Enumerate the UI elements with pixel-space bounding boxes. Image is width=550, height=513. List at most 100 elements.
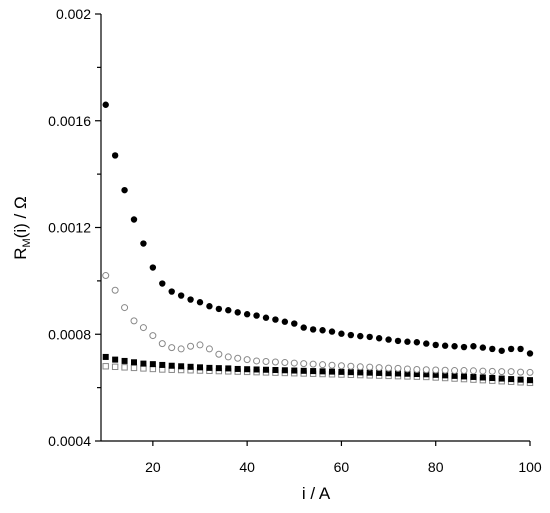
data-point — [178, 363, 185, 370]
data-point — [168, 344, 176, 352]
data-point — [357, 369, 364, 376]
data-point — [168, 362, 175, 369]
data-point — [442, 372, 449, 379]
y-axis-title-rest: (i) / Ω — [11, 196, 30, 238]
data-point — [385, 364, 393, 372]
data-point — [234, 309, 241, 316]
data-point — [489, 345, 496, 353]
data-point — [291, 367, 298, 374]
data-point — [102, 363, 109, 370]
data-point — [508, 376, 515, 383]
data-point — [423, 371, 430, 378]
data-point — [224, 353, 232, 361]
data-point — [347, 369, 354, 376]
data-point — [451, 343, 458, 350]
data-point — [225, 365, 232, 372]
data-point — [272, 316, 279, 323]
data-point — [423, 340, 430, 347]
data-point — [253, 357, 261, 365]
data-point — [244, 366, 251, 373]
data-point — [291, 320, 298, 327]
data-point — [281, 359, 289, 367]
data-point — [338, 330, 345, 337]
data-point — [451, 367, 459, 375]
data-point — [376, 369, 383, 376]
data-point — [196, 341, 204, 349]
x-tick-label: 60 — [334, 459, 350, 475]
y-axis-title: RM(i) / Ω — [11, 196, 33, 259]
data-point — [112, 356, 119, 363]
data-point — [432, 371, 439, 378]
data-point — [375, 335, 383, 342]
data-point — [121, 186, 128, 194]
data-point — [366, 369, 373, 376]
x-axis-title: i / A — [302, 484, 331, 503]
series-open-square — [102, 363, 534, 387]
data-point — [413, 371, 420, 378]
data-point — [479, 344, 487, 351]
data-point — [329, 368, 335, 375]
data-point — [215, 365, 222, 372]
data-point — [187, 342, 195, 350]
y-ticks: 0.0004 0.0008 0.0012 0.0016 0.002 — [48, 6, 101, 449]
x-tick-label: 100 — [518, 459, 542, 475]
data-point — [517, 345, 524, 353]
data-point — [111, 152, 119, 159]
data-point — [197, 364, 203, 371]
data-point — [413, 365, 421, 373]
series-filled-circle — [102, 101, 534, 357]
data-point — [498, 368, 506, 376]
data-point — [243, 356, 251, 364]
plot-area — [102, 101, 534, 387]
data-point — [413, 339, 421, 346]
x-tick-label: 40 — [239, 459, 255, 475]
data-point — [403, 365, 411, 373]
data-point — [356, 363, 364, 371]
data-point — [479, 367, 487, 375]
data-point — [432, 366, 440, 374]
data-point — [394, 364, 402, 372]
y-tick-label: 0.0008 — [48, 326, 91, 342]
data-point — [527, 377, 533, 384]
data-point — [253, 312, 260, 319]
data-point — [121, 304, 129, 312]
data-point — [441, 342, 449, 349]
data-point — [130, 216, 138, 223]
data-point — [196, 299, 204, 306]
y-tick-label: 0.0004 — [48, 433, 91, 449]
data-point — [168, 288, 175, 295]
data-point — [357, 332, 364, 340]
data-point — [300, 324, 307, 331]
data-point — [140, 360, 147, 367]
data-point — [111, 286, 119, 294]
data-point — [149, 361, 156, 368]
data-point — [310, 368, 317, 375]
y-tick-label: 0.0016 — [48, 113, 91, 129]
data-point — [461, 373, 467, 380]
data-point — [488, 367, 496, 375]
data-point — [206, 364, 213, 371]
data-point — [309, 326, 317, 333]
data-point — [111, 363, 119, 371]
data-point — [271, 358, 279, 366]
y-tick-label: 0.0012 — [48, 220, 91, 236]
data-point — [121, 357, 128, 364]
x-tick-label: 80 — [428, 459, 444, 475]
data-point — [139, 324, 147, 332]
data-point — [328, 328, 336, 335]
data-point — [479, 374, 486, 381]
data-point — [517, 376, 524, 383]
y-tick-label: 0.002 — [56, 6, 91, 22]
data-point — [347, 362, 355, 370]
data-point — [460, 343, 468, 351]
data-point — [507, 345, 515, 353]
data-point — [404, 338, 411, 345]
data-point — [469, 367, 477, 375]
data-point — [225, 307, 232, 314]
data-point — [140, 240, 147, 247]
data-point — [432, 341, 439, 349]
data-point — [131, 359, 137, 366]
data-point — [149, 264, 157, 271]
data-point — [130, 317, 138, 325]
